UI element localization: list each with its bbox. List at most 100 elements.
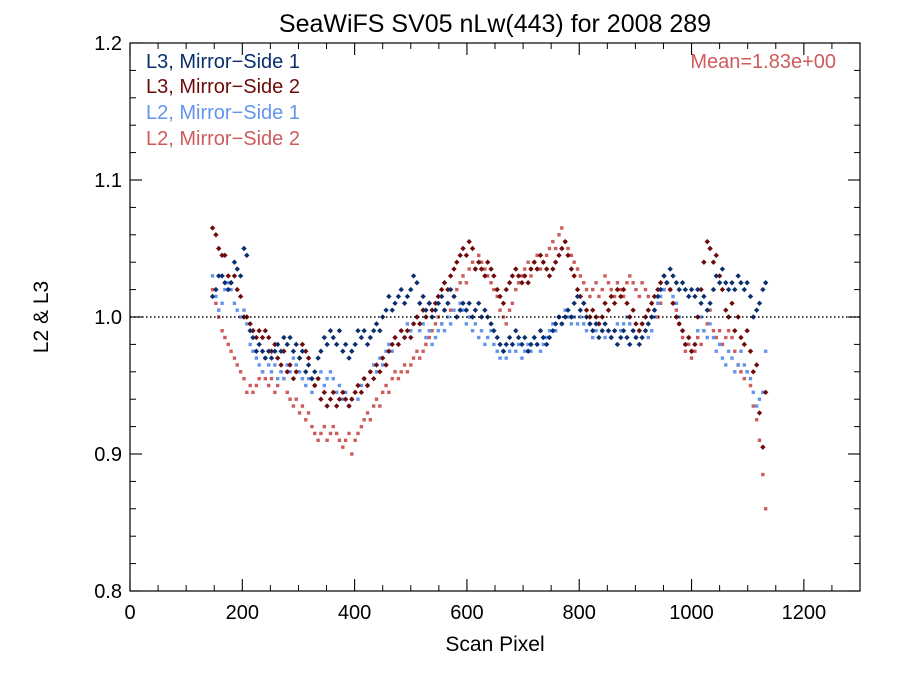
data-point [687, 342, 691, 347]
data-point [398, 328, 404, 334]
data-point [478, 314, 485, 320]
data-point [540, 334, 546, 341]
data-point [436, 329, 440, 333]
data-point [646, 294, 650, 299]
data-point [384, 383, 388, 388]
data-point [409, 329, 413, 333]
data-point [614, 286, 621, 293]
data-point [495, 294, 499, 299]
data-point [486, 335, 490, 340]
data-point [225, 286, 231, 293]
data-point [445, 286, 451, 293]
data-point [232, 356, 237, 360]
data-point [262, 355, 269, 361]
data-point [457, 252, 463, 259]
data-point [615, 322, 620, 326]
data-point [377, 369, 383, 375]
data-point [305, 362, 312, 368]
data-point [760, 444, 766, 450]
data-point [418, 356, 422, 360]
data-point [392, 300, 398, 306]
data-point [216, 273, 222, 279]
data-point [550, 328, 556, 334]
data-point [519, 341, 525, 348]
data-point [337, 438, 342, 442]
data-point [498, 308, 502, 312]
data-point [701, 259, 707, 265]
data-point [220, 301, 224, 305]
data-point [254, 356, 259, 360]
data-point [479, 260, 484, 264]
data-point [279, 370, 283, 374]
data-point [492, 342, 496, 347]
data-point [543, 341, 550, 348]
data-point [507, 308, 512, 312]
data-point [325, 376, 329, 381]
data-point [639, 321, 645, 327]
data-point [491, 273, 497, 279]
data-point [269, 370, 274, 374]
data-point [565, 252, 571, 259]
data-point [583, 307, 590, 313]
data-point [387, 342, 391, 347]
data-point [686, 334, 692, 341]
data-point [724, 363, 728, 367]
data-point [364, 341, 371, 348]
data-point [299, 341, 306, 348]
data-point [599, 328, 605, 334]
data-point [664, 280, 670, 286]
data-point [299, 348, 306, 354]
chart-title: SeaWiFS SV05 nLw(443) for 2008 289 [279, 10, 711, 38]
data-point [209, 225, 216, 231]
data-point [619, 329, 623, 333]
data-point [624, 334, 630, 341]
data-point [603, 274, 607, 278]
data-point [757, 397, 762, 401]
data-point [702, 329, 706, 333]
data-point [262, 328, 269, 334]
data-point [464, 322, 469, 326]
data-point [538, 267, 543, 271]
data-point [222, 252, 228, 259]
data-point [398, 286, 404, 293]
data-points [209, 225, 769, 511]
data-point [460, 300, 466, 306]
data-point [618, 334, 624, 341]
data-point [754, 418, 759, 422]
data-point [448, 322, 453, 326]
data-point [577, 293, 584, 300]
data-point [537, 252, 544, 259]
data-point [272, 341, 278, 348]
data-point [750, 314, 757, 320]
data-point [699, 342, 703, 347]
data-point [621, 294, 626, 299]
data-point [327, 396, 334, 402]
data-point [333, 341, 340, 348]
data-point [562, 314, 568, 320]
data-point [378, 356, 382, 360]
data-point [267, 383, 271, 388]
data-point [552, 321, 559, 327]
data-point [661, 273, 667, 279]
data-point [657, 286, 664, 293]
data-point [522, 334, 528, 341]
data-point [433, 335, 438, 340]
data-point [420, 293, 426, 300]
data-point [602, 300, 608, 306]
data-point [229, 287, 233, 292]
data-point [662, 287, 666, 292]
data-point [605, 307, 612, 313]
data-point [526, 342, 530, 347]
data-point [336, 328, 343, 334]
data-point [281, 334, 287, 341]
data-point [284, 341, 290, 348]
data-point [711, 329, 716, 333]
data-point [708, 322, 712, 326]
data-point [386, 348, 392, 354]
data-point [540, 259, 546, 265]
data-point [386, 293, 392, 300]
data-point [275, 383, 280, 388]
data-point [688, 286, 695, 293]
data-point [553, 246, 558, 251]
data-point [451, 266, 457, 272]
